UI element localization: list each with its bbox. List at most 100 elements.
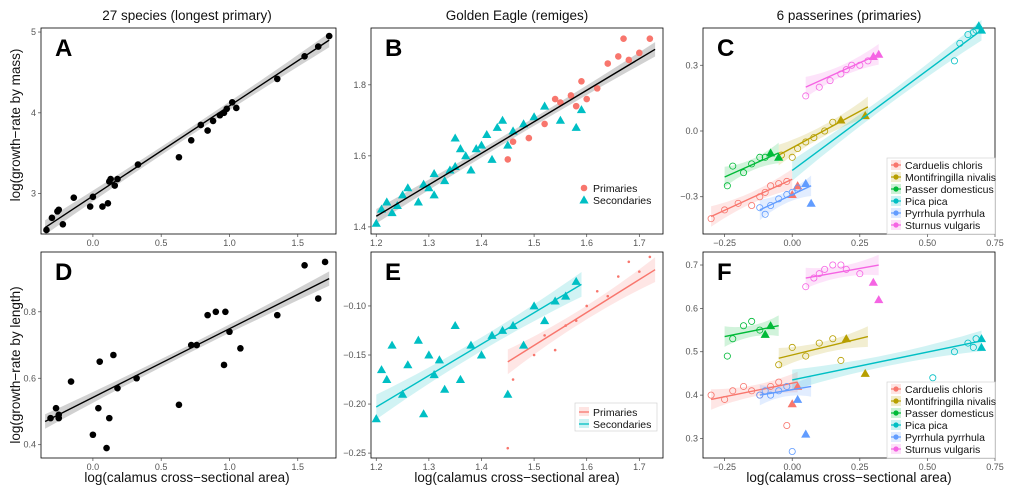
data-point xyxy=(387,340,397,349)
panel-frame xyxy=(40,27,337,235)
data-point xyxy=(806,198,816,207)
data-point xyxy=(740,382,748,390)
data-point xyxy=(829,335,837,343)
data-point xyxy=(856,270,864,278)
data-point xyxy=(616,275,620,278)
data-point xyxy=(419,409,429,418)
data-point xyxy=(783,177,791,185)
data-point xyxy=(450,320,460,330)
data-point xyxy=(111,182,119,189)
data-point xyxy=(440,176,450,185)
data-point xyxy=(837,356,845,364)
panel-letter: F xyxy=(717,259,732,286)
x-tick-label: 1.4 xyxy=(475,462,488,472)
data-point xyxy=(583,95,591,103)
legend-key-point xyxy=(893,422,899,428)
data-point xyxy=(476,350,487,359)
data-point xyxy=(55,411,63,419)
data-point xyxy=(976,334,987,343)
data-point xyxy=(783,421,791,429)
data-point xyxy=(52,404,60,412)
data-point xyxy=(413,197,423,206)
data-point xyxy=(815,270,823,278)
y-axis-label-top: log(growth−rate by mass) xyxy=(8,49,23,202)
y-tick-label: 1.4 xyxy=(353,222,366,232)
data-point xyxy=(606,294,610,298)
x-axis-label-e: log(calamus cross−sectional area) xyxy=(414,470,619,485)
x-tick-label: 1.2 xyxy=(370,462,383,472)
legend-label: Pyrrhula pyrrhula xyxy=(905,432,985,444)
data-point xyxy=(466,340,476,349)
data-point xyxy=(788,447,796,455)
legend-label: Carduelis chloris xyxy=(905,160,983,172)
x-tick-label: 0.25 xyxy=(851,462,869,472)
data-point xyxy=(541,120,548,128)
x-tick-label: 1.7 xyxy=(633,238,646,248)
data-point xyxy=(371,414,381,423)
data-point xyxy=(429,169,439,178)
data-point xyxy=(707,215,715,223)
data-point xyxy=(829,261,837,269)
legend-key xyxy=(579,195,589,204)
regression-line xyxy=(375,48,656,217)
data-point xyxy=(765,148,776,157)
legend-label: Primaries xyxy=(593,183,637,195)
data-point xyxy=(387,208,397,217)
data-point xyxy=(748,202,756,210)
legend-label: Montifringilla nivalis xyxy=(905,396,996,408)
data-point xyxy=(497,115,508,124)
data-point xyxy=(774,152,784,161)
data-point xyxy=(707,391,715,399)
data-point xyxy=(604,60,612,67)
data-point xyxy=(788,343,796,351)
data-point xyxy=(104,200,112,207)
data-point xyxy=(511,378,515,381)
x-tick-label: 0.0 xyxy=(87,238,100,248)
regression-line xyxy=(724,325,779,338)
data-point xyxy=(826,77,834,85)
data-point xyxy=(532,353,536,357)
data-point xyxy=(222,308,229,316)
data-point xyxy=(518,119,529,128)
y-tick-label: 0.4 xyxy=(23,440,36,450)
y-tick-label: 3 xyxy=(31,189,36,199)
data-point xyxy=(625,56,633,64)
data-point xyxy=(424,183,434,192)
data-point xyxy=(837,261,845,269)
panel-frame xyxy=(702,251,996,459)
data-point xyxy=(976,342,987,351)
data-point xyxy=(567,92,575,99)
y-tick-label: −0.25 xyxy=(343,448,366,458)
x-tick-label: 1.2 xyxy=(370,238,383,248)
regression-line xyxy=(724,152,779,178)
data-point xyxy=(802,283,810,291)
data-point xyxy=(767,391,775,399)
regression-line xyxy=(710,381,798,401)
data-point xyxy=(756,153,764,161)
data-point xyxy=(133,374,140,382)
legend-label: Pyrrhula pyrrhula xyxy=(905,208,985,220)
data-point xyxy=(70,194,78,201)
data-point xyxy=(103,444,110,452)
data-point xyxy=(540,101,550,110)
data-point xyxy=(860,111,870,120)
legend-label: Carduelis chloris xyxy=(905,384,983,396)
data-point xyxy=(371,218,381,227)
regression-line xyxy=(710,178,793,218)
legend-key-point xyxy=(893,434,899,440)
data-point xyxy=(868,277,878,286)
x-tick-label: 1.3 xyxy=(423,462,436,472)
data-point xyxy=(397,389,408,398)
y-tick-label: 0.5 xyxy=(685,347,698,357)
data-point xyxy=(273,75,281,83)
column-title-3: 6 passerines (primaries) xyxy=(777,8,922,23)
data-point xyxy=(543,334,546,337)
data-point xyxy=(403,183,413,192)
data-point xyxy=(476,140,487,149)
panel-letter: E xyxy=(385,259,401,286)
regression-line xyxy=(778,106,869,156)
data-point xyxy=(220,361,228,369)
data-point xyxy=(228,99,236,106)
data-point xyxy=(301,261,308,269)
y-tick-label: 5 xyxy=(31,27,36,37)
